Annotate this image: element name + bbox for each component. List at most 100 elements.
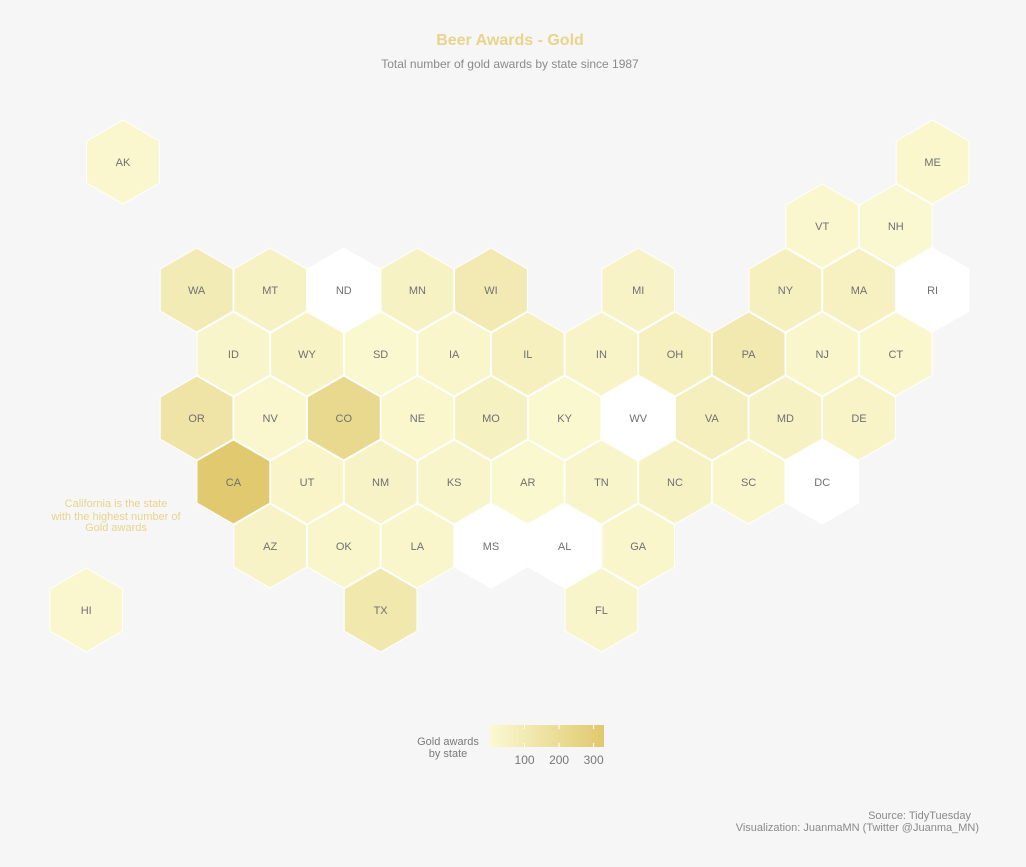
hex-nm	[343, 439, 418, 525]
hex-oh	[638, 311, 712, 397]
hex-label-de: DE	[851, 413, 866, 425]
hex-label-wy: WY	[298, 349, 316, 361]
hex-label-ca: CA	[226, 477, 242, 489]
hex-label-tn: TN	[594, 477, 609, 489]
hex-nj	[785, 311, 860, 397]
legend: Gold awards by state 100 200 300	[417, 725, 604, 767]
hex-tx	[343, 567, 418, 653]
hex-label-ak: AK	[116, 157, 131, 169]
hex-label-wi: WI	[484, 285, 497, 297]
hex-label-ms: MS	[483, 541, 500, 553]
hex-label-ok: OK	[336, 541, 353, 553]
hex-ct	[858, 311, 933, 397]
hex-ar	[490, 439, 565, 525]
hex-az	[233, 503, 308, 589]
hex-ak	[86, 119, 160, 205]
hex-mo	[454, 375, 528, 461]
hex-label-md: MD	[777, 413, 794, 425]
legend-colorbar	[490, 725, 604, 747]
hex-label-la: LA	[411, 541, 425, 553]
hex-ca	[196, 439, 271, 525]
hex-il	[490, 311, 565, 397]
hex-nd	[306, 247, 381, 333]
chart-title: Beer Awards - Gold	[436, 32, 584, 49]
legend-ticks: 100 200 300	[515, 725, 604, 767]
hex-dc	[785, 439, 860, 525]
hex-label-ne: NE	[410, 413, 425, 425]
hex-ma	[822, 247, 896, 333]
hex-nv	[233, 375, 308, 461]
hex-va	[674, 375, 749, 461]
annotation-line-3: Gold awards	[85, 522, 147, 534]
hex-label-va: VA	[705, 413, 720, 425]
hex-in	[564, 311, 639, 397]
hex-label-ri: RI	[927, 285, 938, 297]
hex-co	[306, 375, 381, 461]
legend-tick-label: 300	[584, 753, 604, 767]
legend-title-line-2: by state	[429, 748, 468, 760]
hex-label-ct: CT	[888, 349, 903, 361]
hex-or	[159, 375, 234, 461]
hex-label-sd: SD	[373, 349, 388, 361]
hex-label-mn: MN	[409, 285, 426, 297]
hex-ga	[601, 503, 676, 589]
hex-label-ar: AR	[520, 477, 535, 489]
hex-wy	[270, 311, 344, 397]
hex-md	[748, 375, 823, 461]
hex-ky	[527, 375, 602, 461]
hex-label-tx: TX	[374, 605, 389, 617]
hex-ri	[895, 247, 970, 333]
hex-label-co: CO	[336, 413, 353, 425]
hex-ok	[306, 503, 381, 589]
caption-credit: Visualization: JuanmaMN (Twitter @Juanma…	[736, 822, 979, 834]
hex-label-sc: SC	[741, 477, 756, 489]
hex-label-nh: NH	[888, 221, 904, 233]
hex-label-ma: MA	[851, 285, 868, 297]
hex-ny	[748, 247, 823, 333]
hex-mi	[601, 247, 676, 333]
hex-label-ia: IA	[449, 349, 460, 361]
caption-source: Source: TidyTuesday	[868, 810, 971, 822]
hex-label-me: ME	[924, 157, 941, 169]
hex-sc	[711, 439, 786, 525]
hex-label-ga: GA	[630, 541, 647, 553]
hex-label-ny: NY	[778, 285, 794, 297]
hex-wa	[159, 247, 234, 333]
hex-label-in: IN	[596, 349, 607, 361]
hex-label-id: ID	[228, 349, 239, 361]
legend-tick-label: 100	[515, 753, 535, 767]
hex-label-mt: MT	[262, 285, 278, 297]
hex-label-wv: WV	[629, 413, 647, 425]
hex-label-al: AL	[558, 541, 571, 553]
hex-ne	[380, 375, 455, 461]
annotation: California is the state with the highest…	[50, 498, 181, 534]
caption: Source: TidyTuesday Visualization: Juanm…	[736, 810, 979, 834]
hex-label-il: IL	[523, 349, 532, 361]
hex-sd	[343, 311, 418, 397]
hex-la	[380, 503, 455, 589]
chart-subtitle: Total number of gold awards by state sin…	[381, 57, 639, 71]
hex-wi	[454, 247, 528, 333]
hex-vt	[785, 183, 860, 269]
hex-grid: AK ME VT NH WA MT ND MN WI MI NY MA RI ID WY SD IA IL IN OH…	[49, 119, 970, 653]
hex-ks	[417, 439, 492, 525]
hex-label-wa: WA	[188, 285, 206, 297]
hex-label-dc: DC	[814, 477, 830, 489]
hex-ms	[454, 503, 528, 589]
hex-label-mi: MI	[632, 285, 644, 297]
hex-label-nm: NM	[372, 477, 389, 489]
hex-ia	[417, 311, 492, 397]
hex-pa	[711, 311, 786, 397]
hex-label-oh: OH	[667, 349, 684, 361]
hex-label-hi: HI	[81, 605, 92, 617]
hex-label-nj: NJ	[815, 349, 828, 361]
legend-tick-label: 200	[549, 753, 569, 767]
hex-label-vt: VT	[815, 221, 829, 233]
hex-label-ut: UT	[300, 477, 315, 489]
hex-label-pa: PA	[742, 349, 757, 361]
hex-label-nd: ND	[336, 285, 352, 297]
hex-fl	[564, 567, 639, 653]
hex-label-az: AZ	[263, 541, 277, 553]
hex-label-or: OR	[188, 413, 205, 425]
